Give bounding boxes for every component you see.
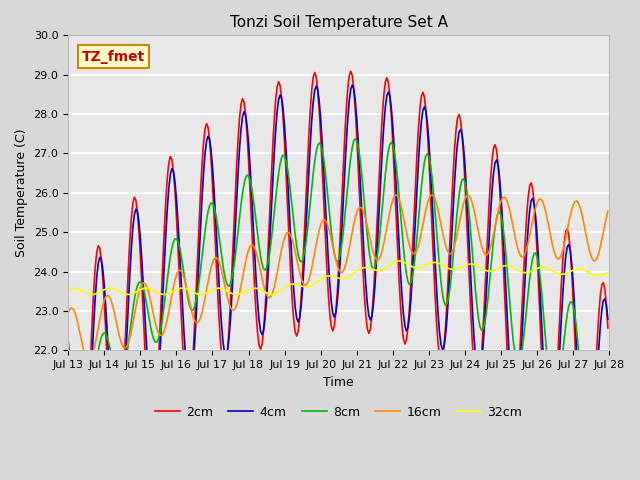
2cm xyxy=(302,201,310,207)
Line: 4cm: 4cm xyxy=(68,85,608,480)
16cm xyxy=(244,247,252,253)
Line: 8cm: 8cm xyxy=(68,139,608,454)
2cm xyxy=(64,354,72,360)
4cm xyxy=(64,337,72,343)
16cm xyxy=(392,192,400,198)
8cm xyxy=(588,451,595,456)
2cm xyxy=(132,197,140,203)
X-axis label: Time: Time xyxy=(323,376,354,389)
32cm xyxy=(302,284,310,290)
Y-axis label: Soil Temperature (C): Soil Temperature (C) xyxy=(15,129,28,257)
16cm xyxy=(85,358,93,364)
8cm xyxy=(351,136,359,142)
4cm xyxy=(253,300,261,306)
4cm xyxy=(577,433,585,439)
8cm xyxy=(604,356,612,361)
32cm xyxy=(577,266,585,272)
4cm xyxy=(244,140,252,146)
Legend: 2cm, 4cm, 8cm, 16cm, 32cm: 2cm, 4cm, 8cm, 16cm, 32cm xyxy=(150,401,527,424)
4cm xyxy=(302,231,310,237)
4cm xyxy=(348,82,356,88)
32cm xyxy=(227,290,234,296)
2cm xyxy=(253,330,261,336)
8cm xyxy=(225,283,233,289)
16cm xyxy=(302,282,310,288)
8cm xyxy=(300,251,308,257)
4cm xyxy=(604,316,612,322)
32cm xyxy=(604,269,612,275)
8cm xyxy=(575,357,583,362)
Line: 16cm: 16cm xyxy=(68,195,608,361)
Line: 32cm: 32cm xyxy=(68,261,608,295)
4cm xyxy=(227,315,234,321)
2cm xyxy=(347,68,355,74)
16cm xyxy=(227,305,234,311)
32cm xyxy=(88,292,96,298)
16cm xyxy=(577,207,585,213)
2cm xyxy=(604,325,612,331)
32cm xyxy=(132,289,140,295)
32cm xyxy=(244,287,252,293)
16cm xyxy=(253,255,261,261)
8cm xyxy=(64,389,72,395)
8cm xyxy=(243,172,251,178)
Title: Tonzi Soil Temperature Set A: Tonzi Soil Temperature Set A xyxy=(230,15,448,30)
Line: 2cm: 2cm xyxy=(68,71,608,480)
16cm xyxy=(132,304,140,310)
8cm xyxy=(252,218,260,224)
16cm xyxy=(64,310,72,316)
8cm xyxy=(131,297,138,303)
32cm xyxy=(64,287,72,293)
32cm xyxy=(253,286,261,291)
Text: TZ_fmet: TZ_fmet xyxy=(82,49,145,63)
2cm xyxy=(227,298,234,304)
16cm xyxy=(604,208,612,214)
2cm xyxy=(244,157,252,163)
2cm xyxy=(577,467,585,473)
32cm xyxy=(395,258,403,264)
4cm xyxy=(132,206,140,212)
